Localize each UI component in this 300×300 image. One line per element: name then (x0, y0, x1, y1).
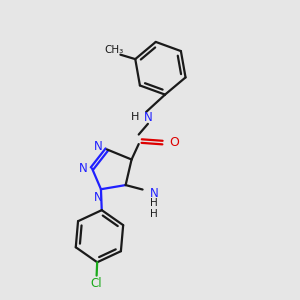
Text: Cl: Cl (91, 277, 102, 290)
Text: H: H (150, 199, 158, 208)
Text: N: N (94, 191, 102, 204)
Text: N: N (79, 162, 88, 175)
Text: CH₃: CH₃ (105, 45, 124, 55)
Text: O: O (169, 136, 179, 149)
Text: H: H (150, 209, 158, 219)
Text: N: N (143, 111, 152, 124)
Text: H: H (131, 112, 139, 122)
Text: N: N (94, 140, 103, 153)
Text: N: N (149, 187, 158, 200)
